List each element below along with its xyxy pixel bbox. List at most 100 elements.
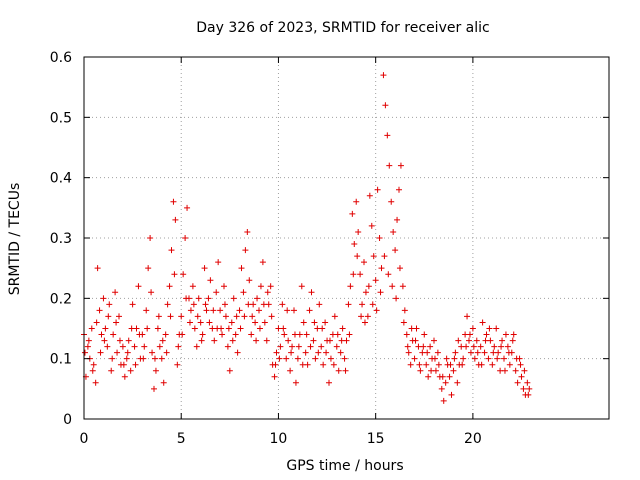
data-point	[253, 337, 260, 344]
data-point	[392, 247, 399, 254]
data-point	[145, 265, 152, 272]
data-point	[316, 301, 323, 308]
data-point	[400, 319, 407, 326]
data-point	[224, 343, 231, 350]
data-point	[524, 379, 531, 386]
data-point	[280, 325, 287, 332]
data-point	[190, 301, 197, 308]
data-point	[189, 283, 196, 290]
data-point	[341, 355, 348, 362]
data-point	[245, 301, 252, 308]
data-point	[135, 283, 142, 290]
data-point	[106, 301, 113, 308]
data-point	[132, 361, 139, 368]
data-point	[102, 325, 109, 332]
data-point	[191, 325, 198, 332]
data-point	[450, 367, 457, 374]
data-point	[491, 343, 498, 350]
data-point	[512, 367, 519, 374]
data-point	[370, 253, 377, 260]
data-point	[193, 343, 200, 350]
data-point	[447, 361, 454, 368]
y-tick-label: 0.5	[50, 110, 72, 126]
data-point	[285, 337, 292, 344]
data-point	[355, 228, 362, 235]
data-point	[506, 361, 513, 368]
data-point	[518, 373, 525, 380]
data-point	[501, 355, 507, 362]
data-point	[517, 361, 524, 368]
data-point	[242, 247, 249, 254]
data-point	[372, 277, 379, 284]
data-point	[172, 216, 179, 223]
data-point	[144, 325, 151, 332]
data-point	[494, 355, 501, 362]
data-point	[187, 307, 194, 314]
data-point	[369, 301, 376, 308]
data-point	[347, 283, 354, 290]
data-point	[435, 361, 442, 368]
data-point	[109, 355, 116, 362]
data-point	[97, 349, 104, 356]
data-point	[362, 289, 369, 296]
axis-ticks: 0 0.1 0.2 0.3 0.4 0.5 0.6 0 5 10 15 20	[50, 50, 609, 447]
data-point	[346, 331, 353, 338]
data-point	[180, 271, 187, 278]
data-point	[502, 331, 509, 338]
data-point	[384, 132, 391, 139]
data-point	[498, 343, 505, 350]
data-point	[123, 355, 130, 362]
data-point	[298, 283, 305, 290]
data-point	[382, 102, 389, 109]
data-point	[389, 283, 396, 290]
data-point	[425, 373, 432, 380]
data-point	[215, 259, 222, 266]
data-point	[241, 313, 248, 320]
data-point	[151, 355, 158, 362]
data-point	[154, 325, 161, 332]
data-point	[310, 337, 317, 344]
data-point	[378, 265, 385, 272]
data-point	[256, 307, 262, 314]
data-point	[525, 391, 532, 398]
data-point	[114, 349, 121, 356]
data-point	[339, 325, 346, 332]
data-point	[116, 313, 122, 320]
data-point	[474, 349, 481, 356]
data-point	[338, 337, 345, 344]
data-point	[455, 337, 462, 344]
data-point	[452, 349, 459, 356]
data-point	[254, 295, 261, 302]
data-point	[147, 235, 154, 241]
data-point	[368, 222, 375, 229]
y-tick-label: 0.2	[50, 291, 72, 307]
x-axis-label: GPS time / hours	[286, 458, 403, 474]
data-point	[273, 349, 280, 356]
data-point	[322, 319, 329, 326]
data-point	[477, 343, 484, 350]
data-point	[401, 307, 408, 314]
data-point	[331, 313, 338, 320]
data-point	[159, 337, 166, 344]
data-point	[206, 319, 213, 326]
data-point	[179, 331, 186, 338]
data-point	[119, 343, 126, 350]
data-point	[108, 367, 115, 374]
data-point	[105, 313, 112, 320]
data-point	[307, 343, 314, 350]
data-point	[380, 72, 387, 79]
data-point	[98, 331, 105, 338]
data-point	[92, 379, 99, 386]
data-point	[249, 313, 256, 320]
data-point	[101, 337, 108, 344]
data-point	[230, 295, 237, 302]
data-point	[90, 361, 97, 368]
data-point	[234, 349, 241, 356]
data-point	[170, 198, 177, 205]
data-point	[112, 289, 119, 296]
data-point	[287, 367, 294, 374]
data-point	[446, 373, 453, 380]
data-point	[166, 283, 173, 290]
data-point	[100, 295, 107, 302]
